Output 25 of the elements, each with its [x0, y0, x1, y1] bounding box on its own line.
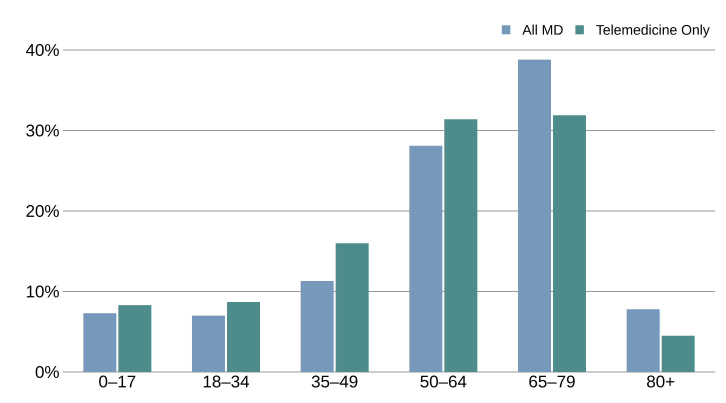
y-tick-label: 20%	[26, 205, 59, 217]
bar	[118, 305, 152, 372]
bar	[444, 119, 478, 372]
x-tick-label: 50–64	[420, 376, 466, 388]
bar	[226, 302, 260, 372]
bar	[552, 115, 586, 372]
bar	[626, 309, 660, 372]
x-tick-label: 0–17	[99, 376, 136, 388]
legend-label: All MD	[522, 24, 563, 35]
x-tick-label: 65–79	[529, 376, 575, 388]
y-tick-label: 30%	[26, 124, 59, 136]
bar	[192, 316, 226, 372]
legend-label: Telemedicine Only	[596, 24, 710, 38]
bar	[518, 60, 552, 372]
x-tick-label: 18–34	[204, 376, 250, 388]
x-tick-label: 80+	[647, 376, 674, 388]
bar	[336, 243, 369, 372]
bar	[409, 146, 442, 372]
y-tick-label: 40%	[26, 44, 59, 56]
y-tick-label: 0%	[36, 366, 59, 378]
y-tick-label: 10%	[26, 286, 59, 298]
bar	[662, 336, 695, 372]
bar	[300, 281, 334, 372]
x-tick-label: 35–49	[312, 376, 358, 388]
bar	[83, 313, 116, 372]
